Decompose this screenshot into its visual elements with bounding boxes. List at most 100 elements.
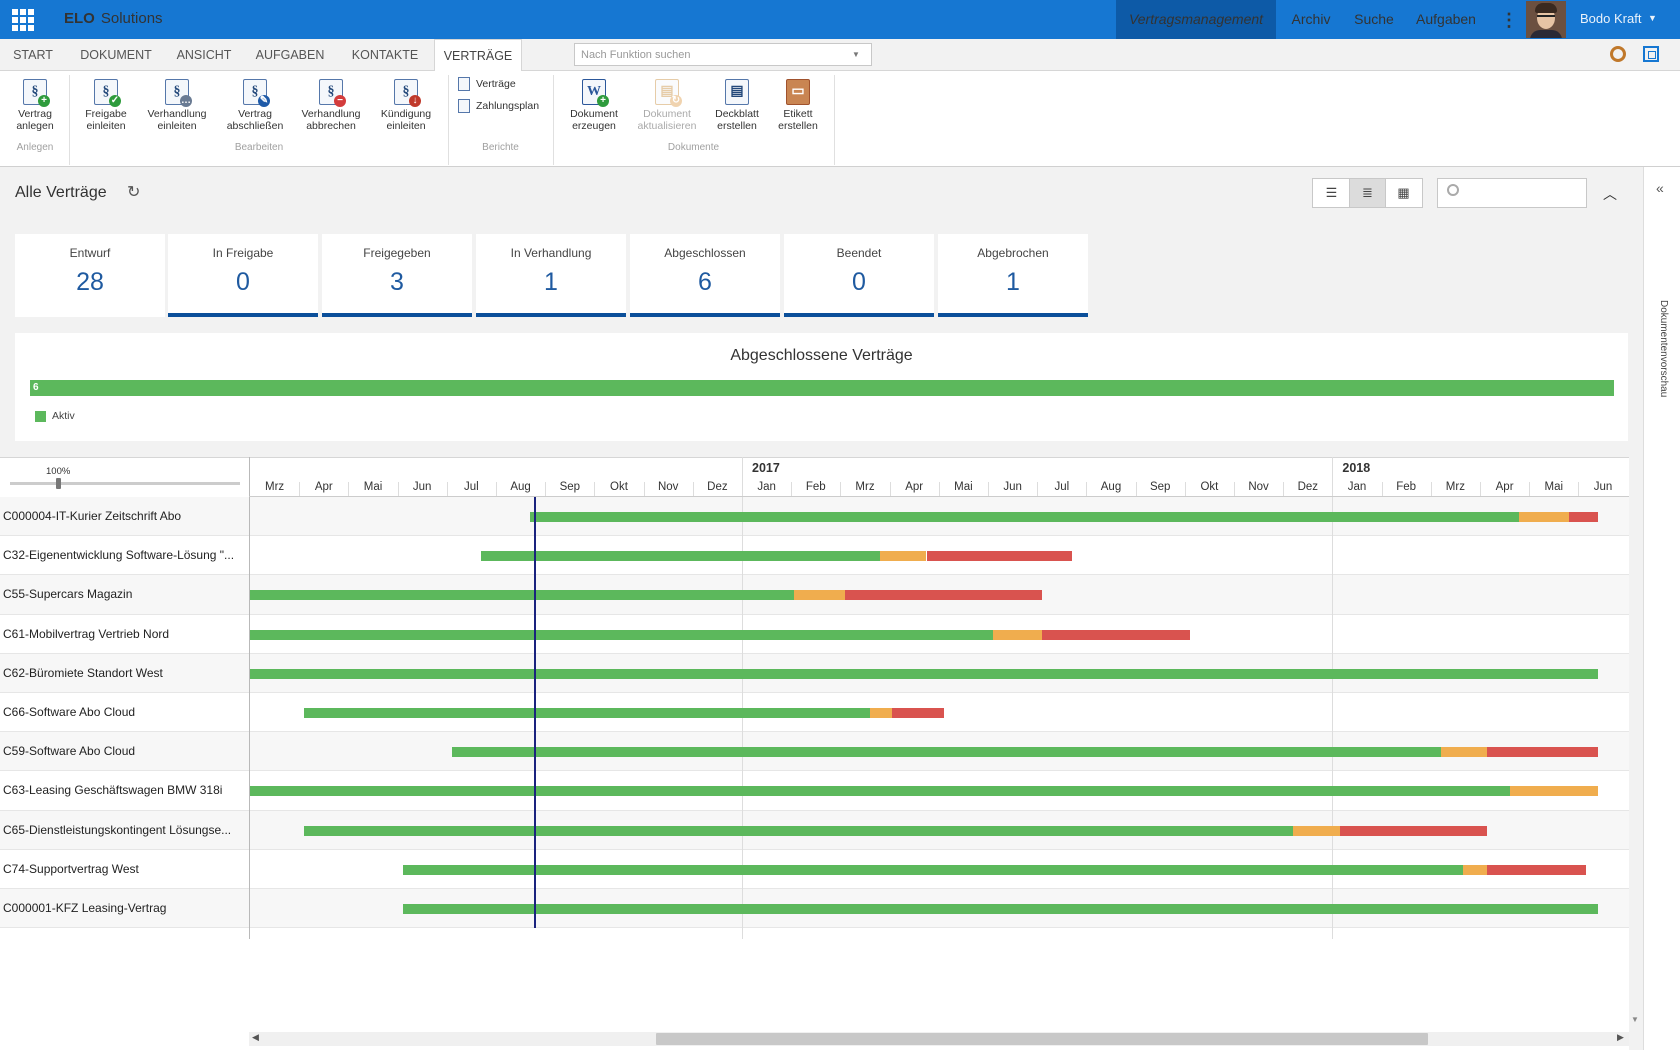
dokument-aktualisieren-button[interactable]: ▤ ↻ Dokument aktualisieren	[636, 79, 698, 141]
tab-dokument[interactable]: DOKUMENT	[80, 48, 152, 62]
group-label-dokumente: Dokumente	[667, 142, 720, 153]
status-card-freigegeben[interactable]: Freigegeben 3	[322, 234, 472, 317]
contract-name[interactable]: C66-Software Abo Cloud	[3, 705, 136, 719]
month-tick	[1086, 482, 1088, 496]
gantt-bar-expired[interactable]	[1487, 747, 1598, 758]
vertrag-abschliessen-button[interactable]: § ✎ Vertrag abschließen	[222, 79, 288, 141]
contract-name[interactable]: C55-Supercars Magazin	[3, 587, 133, 602]
gantt-bar-active[interactable]	[304, 708, 870, 718]
status-card-underline	[630, 313, 780, 317]
status-card-entwurf[interactable]: Entwurf 28	[15, 234, 165, 317]
gantt-bar-expired[interactable]	[1568, 512, 1598, 522]
horizontal-scrollbar-thumb[interactable]	[656, 1033, 1428, 1045]
double-chevron-left-icon[interactable]: «	[1656, 180, 1664, 196]
gantt-bar-expired[interactable]	[1339, 825, 1488, 836]
scroll-right-arrow-icon[interactable]: ▶	[1617, 1032, 1624, 1042]
gantt-bar-active[interactable]	[250, 786, 1510, 797]
gantt-bar-expired[interactable]	[1487, 864, 1586, 875]
user-name[interactable]: Bodo Kraft	[1580, 11, 1642, 26]
document-preview-label[interactable]: Dokumentenvorschau	[1658, 300, 1669, 398]
tab-start[interactable]: START	[13, 48, 53, 62]
gantt-bar-active[interactable]	[250, 629, 993, 640]
contract-name[interactable]: C000004-IT-Kurier Zeitschrift Abo	[3, 509, 182, 523]
status-card-in-verhandlung[interactable]: In Verhandlung 1	[476, 234, 626, 317]
gantt-bar-expired[interactable]	[1042, 629, 1190, 640]
nav-archiv[interactable]: Archiv	[1291, 11, 1331, 27]
search-input[interactable]	[1437, 178, 1587, 208]
tab-vertraege[interactable]: VERTRÄGE	[434, 39, 522, 72]
gantt-bar-warning[interactable]	[992, 629, 1043, 640]
etikett-erstellen-button[interactable]: ▭ Etikett erstellen	[774, 79, 822, 141]
contract-name[interactable]: C32-Eigenentwicklung Software-Lösung "..…	[3, 548, 235, 563]
refresh-icon[interactable]: ↻	[127, 184, 141, 201]
nav-aufgaben[interactable]: Aufgaben	[1416, 11, 1476, 27]
tab-aufgaben[interactable]: AUFGABEN	[255, 48, 325, 62]
scroll-down-arrow-icon[interactable]: ▼	[1631, 1015, 1639, 1024]
gantt-bar-active[interactable]	[402, 864, 1463, 875]
vertrag-anlegen-button[interactable]: § + Vertrag anlegen	[12, 79, 58, 141]
list-view-icon[interactable]: ☰	[1325, 185, 1338, 200]
contract-name[interactable]: C63-Leasing Geschäftswagen BMW 318i	[3, 783, 223, 798]
gantt-bar-warning[interactable]	[879, 551, 927, 562]
tab-ansicht[interactable]: ANSICHT	[176, 48, 232, 62]
gantt-view-icon[interactable]: ≣	[1349, 179, 1386, 207]
chevron-down-icon[interactable]: ▼	[852, 50, 860, 59]
gantt-bar-active[interactable]	[451, 747, 1441, 758]
deckblatt-erstellen-button[interactable]: ▤ Deckblatt erstellen	[710, 79, 764, 141]
status-card-beendet[interactable]: Beendet 0	[784, 234, 934, 317]
avatar[interactable]	[1526, 1, 1566, 38]
gantt-bar-active[interactable]	[250, 668, 1598, 679]
gantt-bar-expired[interactable]	[845, 590, 1043, 601]
zoom-slider-track[interactable]	[10, 482, 240, 485]
contract-name[interactable]: C62-Büromiete Standort West	[3, 665, 163, 680]
status-card-abgeschlossen[interactable]: Abgeschlossen 6	[630, 234, 780, 317]
gantt-bar-warning[interactable]	[1462, 864, 1488, 875]
gantt-bar-expired[interactable]	[926, 551, 1072, 562]
summary-bar[interactable]	[30, 380, 1614, 396]
gantt-bar-active[interactable]	[304, 825, 1294, 836]
function-search-input[interactable]: Nach Funktion suchen	[574, 43, 872, 66]
gantt-bar-warning[interactable]	[1293, 825, 1340, 836]
contract-name[interactable]: C000001-KFZ Leasing-Vertrag	[3, 901, 167, 915]
nav-suche[interactable]: Suche	[1354, 11, 1394, 27]
gantt-bar-active[interactable]	[402, 904, 1598, 914]
tab-kontakte[interactable]: KONTAKTE	[351, 48, 419, 62]
report-zahlungsplan-button[interactable]: Zahlungsplan	[458, 98, 539, 116]
more-vertical-icon[interactable]: ⋮	[1500, 10, 1518, 30]
gantt-bar-active[interactable]	[530, 512, 1520, 522]
gantt-bar-active[interactable]	[250, 590, 794, 601]
freigabe-einleiten-button[interactable]: § ✓ Freigabe einleiten	[80, 79, 132, 141]
gantt-bar-active[interactable]	[481, 551, 880, 562]
kuendigung-einleiten-button[interactable]: § ↓ Kündigung einleiten	[376, 79, 436, 141]
contract-name[interactable]: C74-Supportvertrag West	[3, 861, 139, 876]
month-tick	[988, 482, 989, 496]
status-card-in-freigabe[interactable]: In Freigabe 0	[168, 234, 318, 317]
verhandlung-einleiten-button[interactable]: §… Verhandlung einleiten	[146, 79, 208, 141]
gantt-bar-warning[interactable]	[869, 708, 893, 718]
gantt-bar-warning[interactable]	[1519, 512, 1569, 522]
status-card-abgebrochen[interactable]: Abgebrochen 1	[938, 234, 1088, 317]
gantt-bar-expired[interactable]	[892, 708, 944, 718]
contract-name[interactable]: C65-Dienstleistungskontingent Lösungse..…	[3, 822, 232, 837]
chevron-down-icon[interactable]: ▼	[1648, 13, 1657, 23]
app-launcher-icon[interactable]	[12, 9, 34, 31]
ribbon-separator	[553, 75, 554, 165]
dokument-erzeugen-button[interactable]: W + Dokument erzeugen	[566, 79, 622, 141]
zoom-slider-handle[interactable]	[56, 478, 61, 489]
group-label-berichte: Berichte	[482, 142, 519, 153]
table-view-icon[interactable]: ▦	[1397, 185, 1410, 200]
ribbon-separator	[834, 75, 835, 165]
chevron-up-icon[interactable]: ︿	[1603, 186, 1617, 202]
nav-vertragsmanagement[interactable]: Vertragsmanagement	[1116, 0, 1276, 39]
fullscreen-icon[interactable]	[1643, 46, 1659, 62]
gantt-bar-warning[interactable]	[1440, 747, 1488, 758]
settings-gear-icon[interactable]	[1610, 46, 1626, 62]
gantt-bar-warning[interactable]	[1509, 786, 1598, 797]
verhandlung-abbrechen-button[interactable]: § − Verhandlung abbrechen	[298, 79, 364, 141]
scroll-left-arrow-icon[interactable]: ◀	[252, 1032, 259, 1042]
contract-name[interactable]: C61-Mobilvertrag Vertrieb Nord	[3, 626, 170, 641]
month-label: Dez	[707, 481, 728, 493]
contract-name[interactable]: C59-Software Abo Cloud	[3, 744, 136, 759]
report-vertraege-button[interactable]: Verträge	[458, 76, 516, 94]
gantt-bar-warning[interactable]	[793, 590, 846, 601]
